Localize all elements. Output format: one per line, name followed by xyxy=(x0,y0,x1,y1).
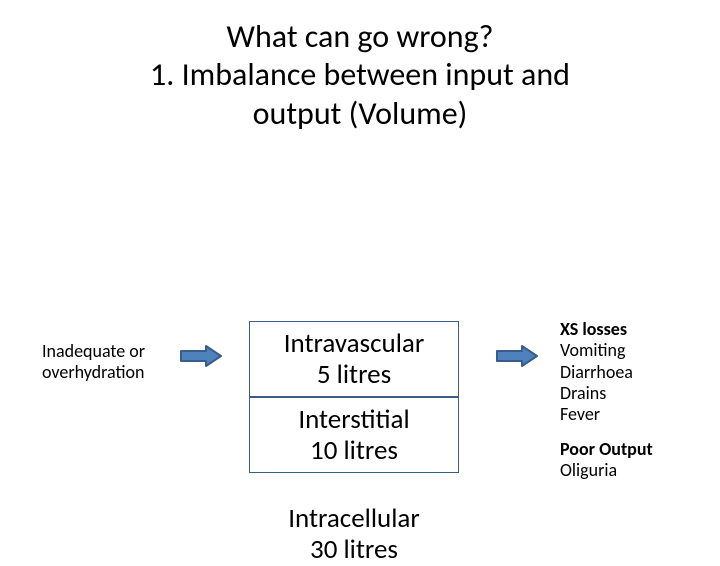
xs-losses-item-1: Vomiting xyxy=(560,339,625,361)
intravascular-label: Intravascular xyxy=(284,328,425,359)
title-line-2: 1. Imbalance between input and xyxy=(150,55,570,94)
xs-losses-item-2: Diarrhoea xyxy=(560,361,633,383)
right-losses-block: XS losses Vomiting Diarrhoea Drains Feve… xyxy=(560,319,633,425)
interstitial-value: 10 litres xyxy=(310,435,398,466)
xs-losses-heading: XS losses xyxy=(560,318,627,340)
title-line-1: What can go wrong? xyxy=(227,17,494,56)
xs-losses-item-4: Fever xyxy=(560,403,600,425)
box-intravascular: Intravascular 5 litres xyxy=(249,321,459,397)
left-label-line-1: Inadequate or xyxy=(42,340,145,362)
diagram-area: Inadequate or overhydration Intravascula… xyxy=(0,133,720,523)
intracellular-label: Intracellular xyxy=(288,502,420,535)
poor-output-item-1: Oliguria xyxy=(560,459,617,481)
left-label-line-2: overhydration xyxy=(42,361,144,383)
intracellular-value: 30 litres xyxy=(310,533,398,566)
title-line-3: output (Volume) xyxy=(253,94,468,133)
xs-losses-item-3: Drains xyxy=(560,382,606,404)
intravascular-value: 5 litres xyxy=(317,359,391,390)
arrow-left-icon xyxy=(180,345,222,367)
slide-title: What can go wrong? 1. Imbalance between … xyxy=(0,0,720,133)
interstitial-label: Interstitial xyxy=(298,404,409,435)
box-interstitial: Interstitial 10 litres xyxy=(249,397,459,473)
left-cause-label: Inadequate or overhydration xyxy=(42,341,145,382)
poor-output-heading: Poor Output xyxy=(560,438,653,460)
box-intracellular: Intracellular 30 litres xyxy=(249,503,459,565)
right-output-block: Poor Output Oliguria xyxy=(560,439,653,481)
arrow-right-icon xyxy=(496,345,538,367)
